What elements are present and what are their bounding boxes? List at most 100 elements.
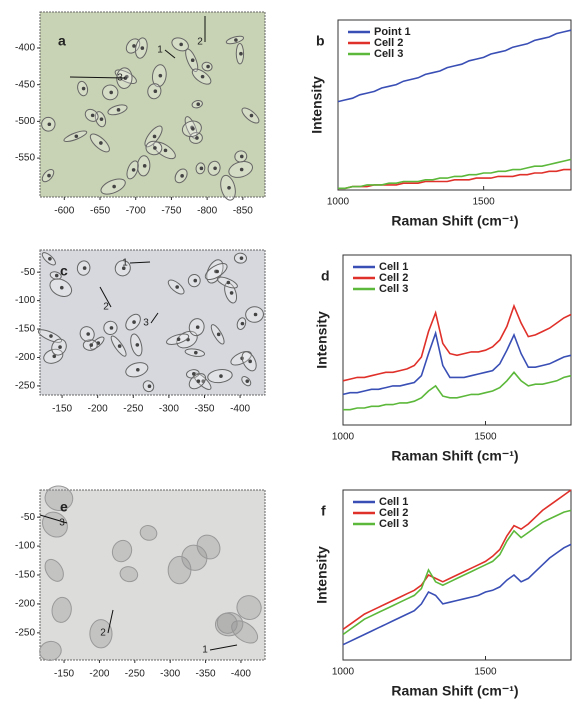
nucleus (140, 46, 145, 50)
y-tick-label: -100 (15, 295, 35, 306)
nucleus (52, 354, 57, 359)
x-axis-label: Raman Shift (cm⁻¹) (391, 448, 518, 464)
nucleus (226, 280, 231, 285)
spectrum-line (342, 509, 572, 636)
spectrum-line (342, 489, 572, 631)
y-tick-label: -200 (15, 599, 35, 610)
nucleus (47, 173, 51, 178)
nucleus (135, 343, 140, 347)
annotation: 3 (117, 73, 123, 84)
cell (41, 511, 68, 538)
nucleus (54, 273, 59, 278)
x-tick-label: -300 (159, 404, 179, 415)
y-tick-label: -200 (15, 352, 35, 363)
y-axis-label: Intensity (309, 76, 325, 134)
nucleus (86, 332, 90, 336)
nucleus (89, 343, 94, 347)
nucleus (195, 136, 199, 140)
panel-label: a (58, 33, 66, 49)
panel-label: b (316, 33, 325, 49)
nucleus (74, 134, 79, 139)
y-axis-label: Intensity (314, 311, 330, 369)
cell (214, 612, 244, 637)
annotation: 2 (100, 628, 106, 639)
nucleus (240, 321, 245, 326)
nucleus (206, 64, 210, 69)
x-tick-label: 1000 (332, 432, 355, 443)
y-tick-label: -550 (15, 153, 35, 164)
x-tick-label: -250 (125, 669, 145, 680)
annotation: 3 (143, 318, 149, 329)
x-tick-label: -600 (54, 206, 74, 217)
annotation-pointer (164, 49, 176, 59)
nucleus (99, 141, 103, 145)
nucleus (195, 325, 200, 329)
micrograph (39, 11, 266, 198)
nucleus (239, 256, 244, 260)
cells (41, 35, 260, 201)
nucleus (191, 126, 195, 131)
spectrum-line (337, 29, 572, 103)
legend-label: Point 1 (374, 26, 411, 38)
x-tick-label: -150 (54, 669, 74, 680)
nucleus (147, 384, 152, 389)
cell (196, 534, 221, 560)
x-tick-label: -800 (197, 206, 217, 217)
nucleus (227, 185, 231, 190)
nucleus (48, 256, 52, 261)
nucleus (163, 148, 168, 153)
nucleus (132, 320, 136, 324)
nucleus (196, 379, 201, 384)
x-tick-label: -200 (89, 669, 109, 680)
legend-label: Cell 2 (379, 272, 408, 284)
annotation: 1 (202, 645, 208, 656)
nucleus (239, 51, 243, 56)
annotation: 1 (157, 45, 163, 56)
cell (51, 596, 72, 623)
legend-label: Cell 3 (379, 283, 408, 295)
spectrum-line (342, 543, 572, 646)
nucleus (142, 164, 147, 168)
nucleus (176, 337, 181, 342)
nucleus (229, 291, 234, 295)
nucleus (81, 86, 86, 91)
cell (111, 539, 133, 563)
nucleus (196, 102, 201, 106)
nucleus (47, 122, 52, 127)
nucleus (245, 379, 250, 383)
nucleus (153, 89, 158, 94)
x-tick-label: -350 (194, 404, 214, 415)
panel-label: f (321, 503, 326, 519)
nucleus (112, 184, 116, 189)
y-tick-label: -450 (15, 79, 35, 90)
y-tick-label: -50 (21, 512, 36, 523)
nucleus (234, 38, 238, 42)
x-tick-label: -200 (88, 404, 108, 415)
x-tick-label: -400 (231, 669, 251, 680)
nucleus (131, 168, 136, 172)
plot-area (342, 254, 572, 426)
y-tick-label: -250 (15, 627, 35, 638)
annotation-pointer (39, 514, 68, 524)
nucleus (99, 117, 104, 121)
nucleus (117, 344, 122, 348)
nucleus (180, 174, 184, 178)
annotation-pointer (209, 644, 238, 651)
nucleus (58, 345, 62, 349)
nucleus (248, 359, 252, 364)
nucleus (121, 266, 126, 271)
micrograph (39, 489, 266, 661)
nucleus (90, 113, 95, 118)
cell (231, 620, 259, 644)
nucleus (49, 334, 53, 338)
nucleus (194, 350, 198, 355)
y-axis-label: Intensity (314, 546, 330, 604)
x-tick-label: -400 (230, 404, 250, 415)
nucleus (215, 269, 219, 274)
cell (44, 485, 74, 511)
x-tick-label: 1500 (474, 432, 497, 443)
nucleus (158, 73, 163, 78)
spectrum-line (342, 303, 572, 382)
